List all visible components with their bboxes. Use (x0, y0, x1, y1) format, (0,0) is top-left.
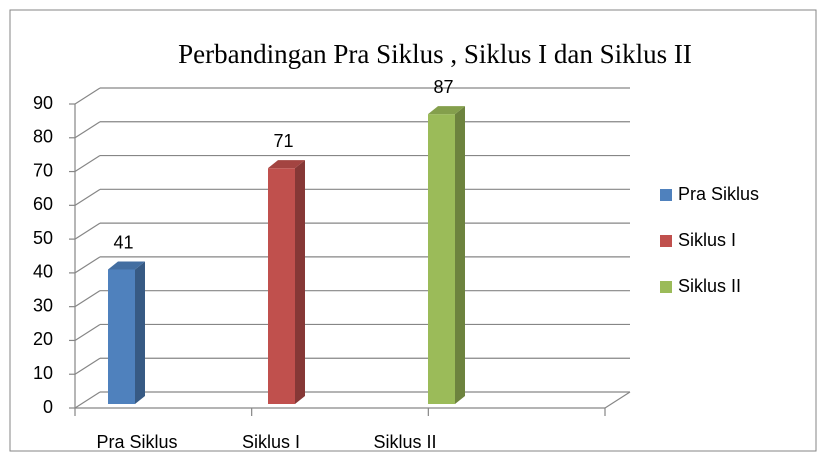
y-tick-label: 30 (33, 295, 53, 315)
legend-label: Siklus II (678, 276, 741, 296)
grid-line-side (74, 155, 101, 173)
floor-right (604, 391, 631, 409)
y-tick-label: 10 (33, 363, 53, 383)
bar-front (108, 269, 135, 404)
grid-line-side (74, 188, 101, 206)
y-tick-label: 90 (33, 93, 53, 113)
grid-line-side (74, 391, 101, 409)
bar-front (268, 168, 295, 404)
x-tick-label: Pra Siklus (96, 432, 177, 452)
bar-front (428, 114, 455, 404)
y-tick-label: 20 (33, 329, 53, 349)
x-tick-label: Siklus II (373, 432, 436, 452)
bar-side (455, 106, 465, 404)
legend-swatch (660, 189, 672, 201)
bar-side (295, 160, 305, 404)
grid-line-side (74, 323, 101, 341)
y-tick-label: 60 (33, 194, 53, 214)
x-tick-label: Siklus I (242, 432, 300, 452)
legend-swatch (660, 235, 672, 247)
y-tick-label: 40 (33, 262, 53, 282)
legend-label: Siklus I (678, 230, 736, 250)
legend-label: Pra Siklus (678, 184, 759, 204)
data-label: 71 (273, 131, 293, 151)
bar-top (428, 106, 465, 115)
bar-top (108, 261, 145, 270)
bar (428, 106, 465, 404)
bar (108, 261, 145, 404)
bar (268, 160, 305, 404)
chart-title: Perbandingan Pra Siklus , Siklus I dan S… (178, 39, 692, 69)
y-tick-label: 70 (33, 160, 53, 180)
bar-side (135, 261, 145, 404)
y-tick-label: 80 (33, 127, 53, 147)
grid-line-side (74, 290, 101, 308)
grid-line-side (74, 357, 101, 375)
grid-line-side (74, 87, 101, 105)
y-tick-label: 50 (33, 228, 53, 248)
grid-line-side (74, 222, 101, 240)
y-tick-label: 0 (43, 397, 53, 417)
grid-line-side (74, 121, 101, 139)
legend-swatch (660, 281, 672, 293)
grid-line-side (74, 256, 101, 274)
bar-top (268, 160, 305, 169)
data-label: 87 (433, 77, 453, 97)
data-label: 41 (113, 232, 133, 252)
